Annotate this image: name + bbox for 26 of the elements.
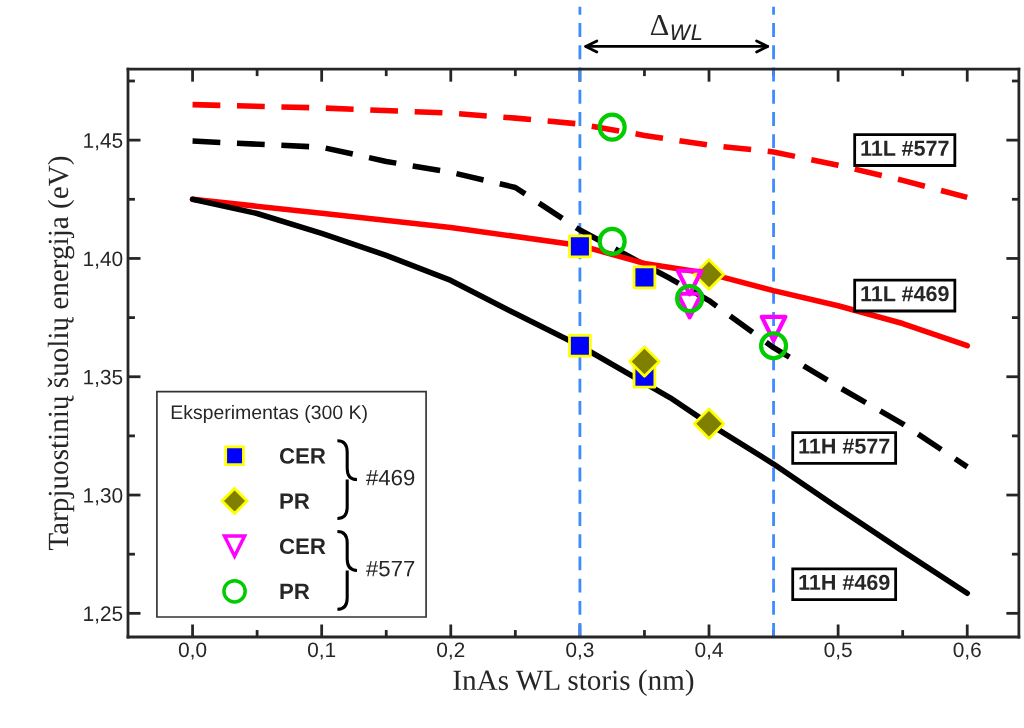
x-tick-label: 0,6 (953, 642, 981, 660)
y-axis-title: Tarpjuostinių šuolių energija (eV) (47, 156, 75, 551)
x-tick-label: 0,2 (437, 642, 465, 660)
legend-label: CER (279, 538, 326, 555)
y-tick-label: 1,30 (84, 488, 123, 506)
legend-label: CER (279, 448, 326, 464)
series-label: 11L #577 (861, 140, 949, 156)
legend-title: Eksperimentas (300 K) (171, 404, 367, 424)
legend-label: PR (280, 493, 310, 509)
x-tick-label: 0,5 (824, 642, 852, 660)
legend-label: PR (280, 583, 310, 600)
x-tick-label: 0,4 (695, 642, 723, 660)
series-label: 11L #469 (861, 286, 949, 302)
x-tick-label: 0,1 (308, 642, 336, 660)
x-axis-title: InAs WL storis (nm) (453, 669, 694, 697)
y-tick-label: 1,45 (84, 133, 123, 151)
y-tick-label: 1,25 (84, 606, 123, 624)
series-label: 11H #469 (799, 574, 890, 591)
x-tick-label: 0,0 (178, 642, 207, 660)
annotation: #577 (366, 560, 415, 577)
text: Δ$_{WL}$ (650, 14, 702, 41)
y-tick-label: 1,40 (84, 251, 123, 269)
x-tick-label: 0,3 (566, 642, 594, 660)
series-label: 11H #577 (799, 438, 890, 454)
y-tick-label: 1,35 (84, 369, 123, 387)
annotation: #469 (366, 469, 415, 486)
